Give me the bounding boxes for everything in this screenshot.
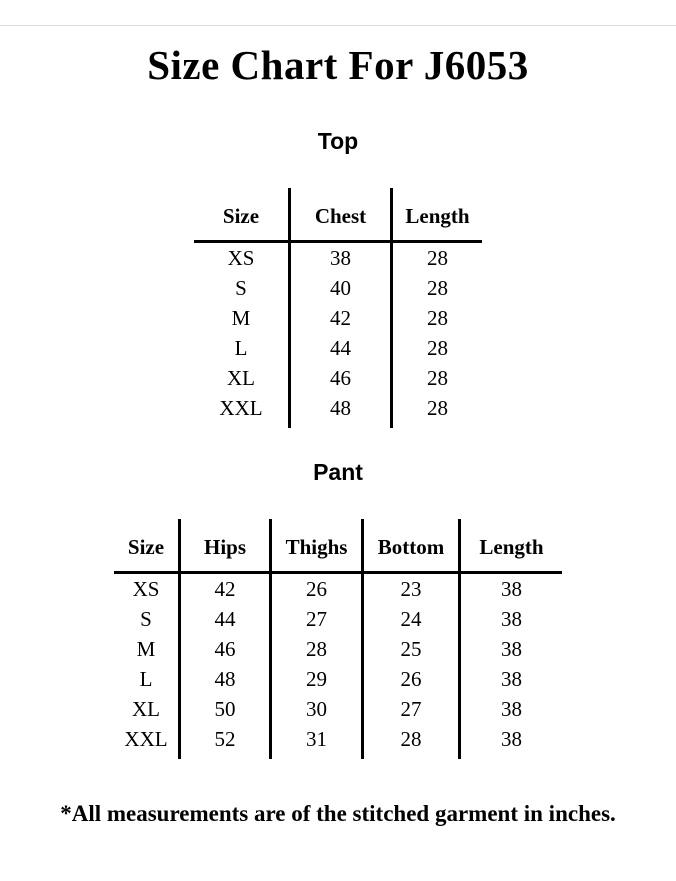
table-cell: 38 <box>458 604 562 634</box>
column-header: Chest <box>288 188 392 243</box>
page-top-divider <box>0 25 676 26</box>
table-cell: 28 <box>361 724 460 759</box>
table-cell: 24 <box>361 604 460 634</box>
table-row: XS 38 28 <box>194 241 482 273</box>
table-cell: 28 <box>390 273 482 303</box>
footnote: *All measurements are of the stitched ga… <box>60 801 616 826</box>
table-cell: M <box>231 306 251 330</box>
header-row: Size Hips Thighs Bottom Length <box>114 519 562 574</box>
table-row: M 42 28 <box>194 303 482 333</box>
top-size-table: Size Chest Length XS 38 28 S 40 28 M 42 28 L 44 28 XL 46… <box>194 188 482 428</box>
table-cell: 27 <box>361 694 460 724</box>
pant-size-table: Size Hips Thighs Bottom Length XS 42 26 23 38 S 44 2… <box>114 519 562 759</box>
table-cell: XXL <box>219 396 263 420</box>
table-cell: 38 <box>458 634 562 664</box>
pant-section-heading: Pant <box>313 459 363 485</box>
table-cell: 46 <box>288 363 392 393</box>
table-cell: 42 <box>288 303 392 333</box>
table-cell: XL <box>227 366 255 390</box>
table-cell: 48 <box>288 393 392 428</box>
table-row: S 40 28 <box>194 273 482 303</box>
table-cell: 25 <box>361 634 460 664</box>
table-cell: S <box>140 607 152 631</box>
table-row: XL 50 30 27 38 <box>114 694 562 724</box>
table-cell: 28 <box>390 393 482 428</box>
column-header: Length <box>458 519 562 574</box>
table-cell: XL <box>132 697 160 721</box>
table-cell: 28 <box>390 303 482 333</box>
header-row: Size Chest Length <box>194 188 482 243</box>
table-row: M 46 28 25 38 <box>114 634 562 664</box>
table-row: S 44 27 24 38 <box>114 604 562 634</box>
table-cell: 38 <box>458 664 562 694</box>
table-cell: 52 <box>178 724 271 759</box>
table-cell: 27 <box>269 604 363 634</box>
table-cell: 31 <box>269 724 363 759</box>
table-cell: 29 <box>269 664 363 694</box>
table-row: XL 46 28 <box>194 363 482 393</box>
column-header: Hips <box>178 519 271 574</box>
table-cell: 28 <box>390 241 482 273</box>
table-row: L 48 29 26 38 <box>114 664 562 694</box>
table-cell: XS <box>227 246 255 270</box>
table-cell: 26 <box>269 572 363 604</box>
pant-section: Pant Size Hips Thighs Bottom Length XS 42 26 23 3… <box>0 459 676 759</box>
table-cell: 38 <box>288 241 392 273</box>
table-cell: 48 <box>178 664 271 694</box>
table-cell: XS <box>132 577 160 601</box>
table-cell: L <box>234 336 248 360</box>
table-cell: 38 <box>458 694 562 724</box>
table-row: XXL 52 31 28 38 <box>114 724 562 759</box>
top-section: Top Size Chest Length XS 38 28 S 40 28 M 42 28 L 44 28… <box>0 128 676 428</box>
table-cell: 28 <box>390 333 482 363</box>
table-cell: L <box>139 667 153 691</box>
table-cell: 44 <box>288 333 392 363</box>
column-header: Size <box>194 188 290 243</box>
size-chart-page: Size Chart For J6053 Top Size Chest Length… <box>0 42 676 826</box>
table-cell: 26 <box>361 664 460 694</box>
table-cell: 28 <box>269 634 363 664</box>
table-cell: 44 <box>178 604 271 634</box>
table-cell: 42 <box>178 572 271 604</box>
table-cell: 40 <box>288 273 392 303</box>
table-cell: S <box>235 276 247 300</box>
page-title: Size Chart For J6053 <box>147 42 529 88</box>
top-section-heading: Top <box>317 128 359 154</box>
table-row: L 44 28 <box>194 333 482 363</box>
table-row: XS 42 26 23 38 <box>114 572 562 604</box>
column-header: Length <box>390 188 482 243</box>
column-header: Thighs <box>269 519 363 574</box>
table-cell: 50 <box>178 694 271 724</box>
table-cell: M <box>136 637 156 661</box>
table-cell: 30 <box>269 694 363 724</box>
column-header: Size <box>114 519 180 574</box>
table-cell: 38 <box>458 572 562 604</box>
table-row: XXL 48 28 <box>194 393 482 428</box>
table-cell: 23 <box>361 572 460 604</box>
table-cell: 28 <box>390 363 482 393</box>
column-header: Bottom <box>361 519 460 574</box>
table-cell: 46 <box>178 634 271 664</box>
table-cell: XXL <box>124 727 168 751</box>
table-cell: 38 <box>458 724 562 759</box>
